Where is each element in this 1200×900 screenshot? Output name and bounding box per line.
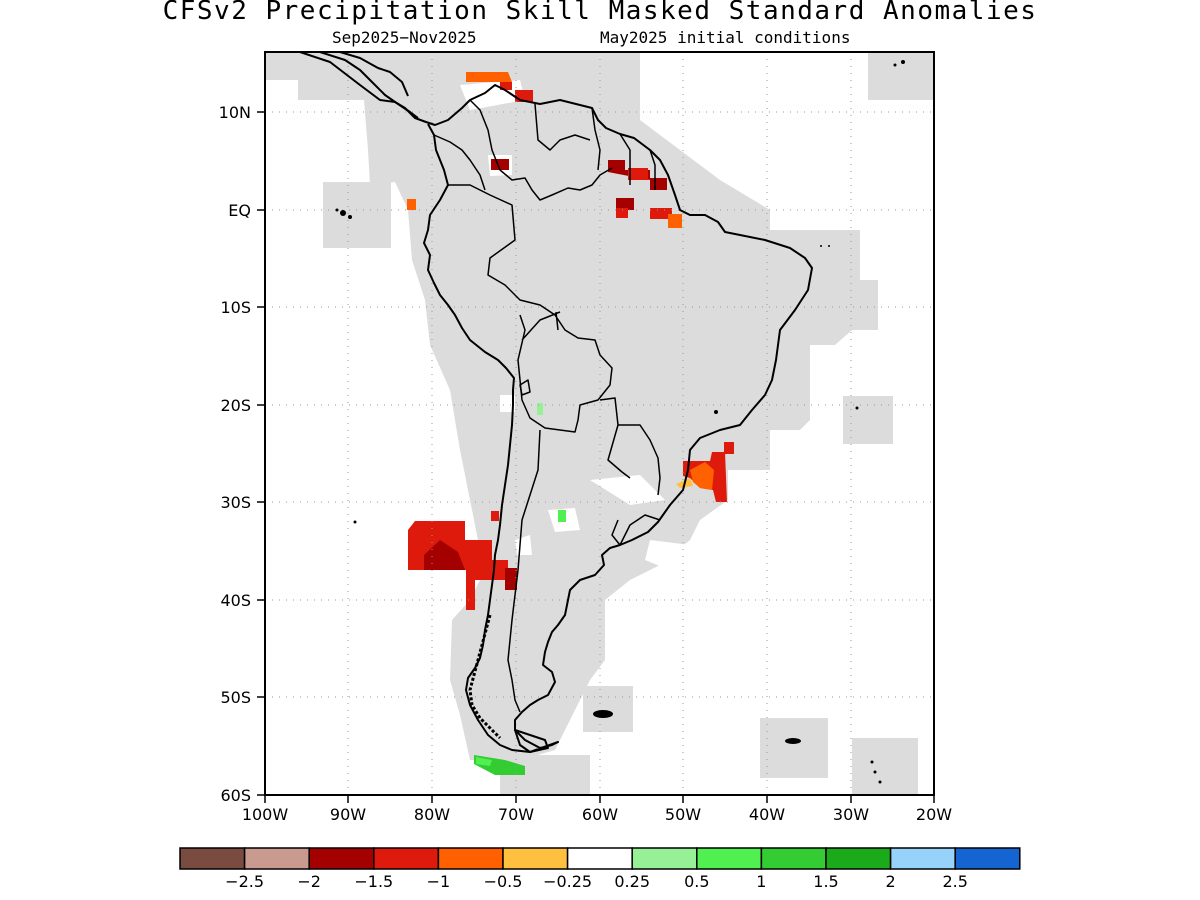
colorbar-swatch bbox=[373, 847, 440, 870]
galapagos-mask bbox=[323, 182, 391, 248]
anomaly-amazon-mouth-orange bbox=[668, 214, 682, 228]
lon-label-100w: 100W bbox=[242, 805, 289, 824]
falkland-islands bbox=[593, 710, 613, 718]
colorbar-label: −1 bbox=[427, 872, 451, 891]
colorbar: −2.5 −2 −1.5 −1 −0.5 −0.25 0.25 0.5 1 1.5 2 2.5 bbox=[179, 847, 1021, 891]
axis-ticks bbox=[257, 111, 935, 803]
south-georgia-mask bbox=[760, 718, 828, 778]
lon-label-30w: 30W bbox=[833, 805, 869, 824]
ne-atlantic-mask bbox=[868, 52, 934, 100]
lat-label-50s: 50S bbox=[220, 688, 251, 707]
south-america-coastline bbox=[299, 52, 813, 753]
lat-label-30s: 30S bbox=[220, 493, 251, 512]
lon-label-20w: 20W bbox=[916, 805, 952, 824]
south-georgia bbox=[785, 738, 801, 744]
colorbar-label: −0.25 bbox=[543, 872, 592, 891]
anomaly-central-argentina bbox=[558, 510, 566, 522]
lon-label-80w: 80W bbox=[414, 805, 450, 824]
lat-label-20s: 20S bbox=[220, 396, 251, 415]
lake-titicaca bbox=[519, 379, 531, 396]
anomaly-colombia bbox=[491, 159, 509, 170]
anomaly-tdf-light bbox=[476, 757, 492, 766]
anomaly-amapa-lower bbox=[616, 208, 628, 218]
colorbar-label: −2.5 bbox=[225, 872, 264, 891]
lon-label-70w: 70W bbox=[498, 805, 534, 824]
colorbar-label: 1 bbox=[756, 872, 766, 891]
trindade-island bbox=[855, 406, 859, 410]
falklands-mask bbox=[583, 686, 633, 732]
anomaly-chile-small bbox=[491, 511, 499, 521]
colorbar-label: 2 bbox=[886, 872, 896, 891]
forecast-period: Sep2025−Nov2025 bbox=[332, 28, 477, 47]
anomaly-caribbean-red bbox=[500, 82, 512, 90]
colorbar-label: −0.5 bbox=[484, 872, 523, 891]
colorbar-swatch bbox=[566, 847, 633, 870]
drake-mask bbox=[500, 755, 590, 795]
anomaly-ecuador-ocean bbox=[407, 199, 416, 210]
colorbar-label: −1.5 bbox=[354, 872, 393, 891]
lon-label-90w: 90W bbox=[330, 805, 366, 824]
colorbar-swatch bbox=[954, 847, 1021, 870]
lat-label-10s: 10S bbox=[220, 298, 251, 317]
lon-label-60w: 60W bbox=[582, 805, 618, 824]
colorbar-swatch bbox=[825, 847, 892, 870]
juan-fernandez bbox=[353, 520, 357, 524]
lon-axis-labels: 100W 90W 80W 70W 60W 50W 40W 30W 20W bbox=[242, 805, 952, 824]
anomaly-chile-coast bbox=[505, 568, 517, 590]
anomaly-southern-brazil-orange bbox=[690, 462, 714, 490]
central-america-coastline bbox=[319, 52, 419, 119]
colorbar-swatch bbox=[437, 847, 504, 870]
anomaly-amazon-mouth bbox=[650, 208, 672, 219]
colorbar-swatch bbox=[243, 847, 310, 870]
lat-label-eq: EQ bbox=[228, 201, 251, 220]
skill-mask-layer bbox=[265, 52, 934, 795]
anomaly-brazil-north-cell bbox=[724, 442, 734, 454]
anomaly-caribbean bbox=[466, 72, 512, 82]
colorbar-swatch bbox=[696, 847, 763, 870]
colorbar-label: 0.5 bbox=[684, 872, 709, 891]
colorbar-swatch bbox=[889, 847, 956, 870]
anomaly-chile-pacific-core bbox=[424, 540, 465, 570]
lon-label-40w: 40W bbox=[749, 805, 785, 824]
gridlines bbox=[265, 52, 934, 795]
colorbar-swatch bbox=[308, 847, 375, 870]
south-sandwich-mask bbox=[852, 738, 918, 795]
tierra-del-fuego bbox=[514, 729, 549, 753]
lon-label-50w: 50W bbox=[665, 805, 701, 824]
continental-mask bbox=[265, 52, 878, 760]
colorbar-label: 0.25 bbox=[614, 872, 650, 891]
colorbar-swatch bbox=[502, 847, 569, 870]
colorbar-label: −2 bbox=[297, 872, 321, 891]
initial-conditions: May2025 initial conditions bbox=[600, 28, 851, 47]
uruguay-border bbox=[611, 514, 661, 546]
chile-archipelago bbox=[468, 614, 502, 740]
galapagos-islands bbox=[340, 210, 346, 216]
anomaly-amapa bbox=[616, 198, 634, 210]
islands bbox=[335, 60, 905, 784]
colorbar-label: 1.5 bbox=[813, 872, 838, 891]
lat-label-10n: 10N bbox=[219, 103, 251, 122]
colorbar-swatch bbox=[631, 847, 698, 870]
colorbar-label: 2.5 bbox=[942, 872, 967, 891]
colorbar-swatch bbox=[179, 847, 246, 870]
lat-label-60s: 60S bbox=[220, 786, 251, 805]
lat-axis-labels: 10N EQ 10S 20S 30S 40S 50S 60S bbox=[219, 103, 251, 805]
map-title: CFSv2 Precipitation Skill Masked Standar… bbox=[162, 0, 1038, 26]
trindade-mask bbox=[843, 396, 893, 444]
anomaly-layer bbox=[407, 72, 734, 775]
anomaly-nw-argentina bbox=[537, 403, 543, 415]
anomaly-guianas-red bbox=[628, 168, 648, 180]
colorbar-swatch bbox=[760, 847, 827, 870]
lat-label-40s: 40S bbox=[220, 591, 251, 610]
coastlines bbox=[299, 52, 813, 753]
country-borders bbox=[433, 99, 661, 713]
